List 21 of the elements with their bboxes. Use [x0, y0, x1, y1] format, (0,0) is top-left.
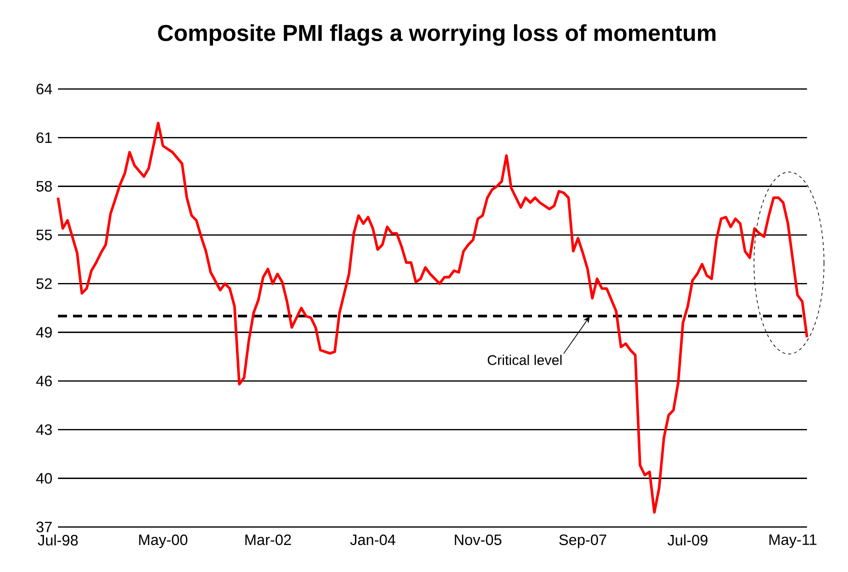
y-tick-label: 43 [36, 424, 52, 435]
x-tick-label: Jul-09 [668, 534, 708, 546]
chart-title: Composite PMI flags a worrying loss of momentum [158, 24, 716, 46]
y-tick-label: 40 [36, 473, 52, 484]
y-tick-label: 52 [36, 278, 52, 289]
y-tick-label: 37 [36, 522, 52, 532]
x-tick-label: Nov-05 [454, 534, 502, 546]
x-tick-label: May-00 [139, 534, 188, 548]
line-series [56, 122, 808, 514]
y-tick-label: 46 [36, 376, 52, 386]
x-tick-label: May-11 [769, 534, 816, 548]
y-tick-label: 49 [36, 327, 52, 338]
x-tick-label: Sep-07 [559, 534, 606, 548]
y-tick-label: 58 [36, 181, 52, 192]
x-tick-label: Mar-02 [245, 534, 291, 546]
x-tick-label: Jul-98 [38, 534, 78, 546]
y-tick-label: 55 [36, 230, 52, 240]
x-tick-label: Jan-04 [350, 534, 396, 546]
y-tick-label: 61 [36, 132, 52, 143]
y-tick-label: 64 [36, 84, 52, 94]
ref-line-label: Critical level [488, 354, 562, 366]
